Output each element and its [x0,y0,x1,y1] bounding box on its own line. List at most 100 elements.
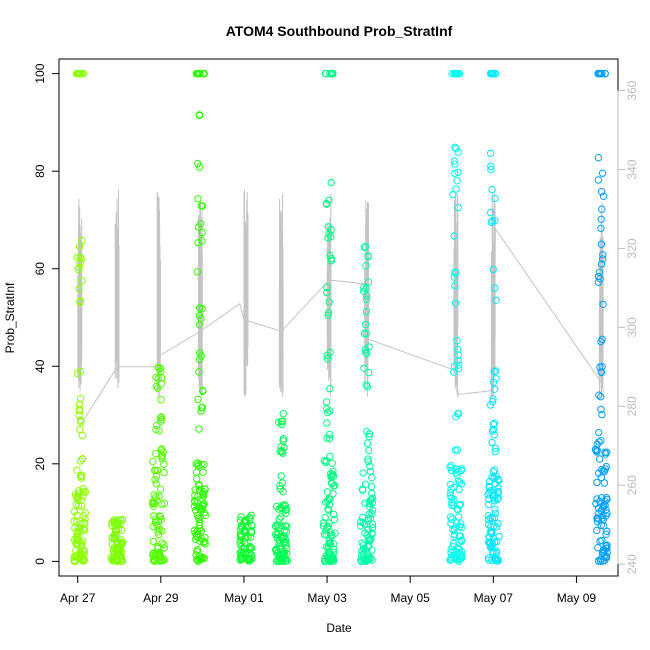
x-tick-label: May 01 [224,591,264,605]
data-point [197,315,205,323]
data-point [246,515,254,523]
data-point [455,478,464,486]
data-point [455,485,463,494]
data-point [454,356,462,365]
data-point [158,539,166,547]
data-point [192,468,201,476]
data-point [322,498,330,506]
data-point [240,528,248,536]
data-point [246,542,254,550]
data-point [453,465,461,473]
data-point [73,533,81,541]
data-point [324,309,333,317]
data-point [323,398,331,406]
data-point [454,409,462,418]
data-point [321,513,329,522]
data-point [199,69,208,78]
data-point [599,511,607,520]
data-point [494,475,502,484]
data-point [323,288,331,297]
data-point [326,251,334,260]
data-point [486,528,495,536]
data-point [450,273,458,281]
data-point [489,534,498,542]
data-point [78,431,87,440]
data-point [326,550,334,558]
data-point [362,330,370,338]
data-point [457,536,466,544]
data-point [490,368,498,376]
data-point [594,510,603,518]
data-point [484,538,493,546]
data-point [194,195,202,203]
data-point [80,550,88,559]
data-point [192,460,201,468]
data-point [151,476,159,484]
data-point [79,555,87,563]
data-point [155,427,163,435]
data-point [361,345,369,354]
data-point [458,523,466,532]
data-point [491,513,499,522]
data-point [457,520,465,528]
data-point [603,448,611,456]
data-point [368,474,376,482]
data-point [322,458,330,467]
data-point [487,162,495,171]
data-point [74,496,82,504]
data-point [77,541,86,549]
data-point [361,499,369,507]
data-point [76,548,84,556]
data-point [194,395,202,404]
data-point [594,272,603,281]
data-point [323,200,331,209]
data-point [598,410,606,419]
data-point [81,526,89,534]
data-point [358,539,366,547]
data-point [446,489,455,497]
data-point [158,455,166,463]
data-point [330,510,338,519]
data-point [195,521,203,530]
data-point [362,349,370,357]
data-point [452,554,460,563]
data-point [489,265,497,274]
data-point [452,144,460,153]
x-tick-label: Apr 29 [143,591,179,605]
y-tick-label: 60 [33,262,47,276]
y-tick-label: 80 [33,164,47,178]
data-point [73,492,81,501]
data-point [365,368,373,377]
data-point [597,215,605,224]
data-point [494,484,502,492]
data-point [77,255,86,263]
data-point [327,472,335,481]
data-point [195,355,204,364]
data-point [597,437,605,445]
data-point [603,527,611,535]
data-point [364,458,372,466]
y-tick-label: 20 [33,457,47,471]
data-point [489,493,497,501]
data-point [149,537,158,546]
data-point [492,367,500,375]
x-tick-label: Apr 27 [60,591,96,605]
data-point [81,515,89,523]
data-point [281,535,290,544]
data-point [191,486,199,494]
x-tick-label: May 09 [557,591,597,605]
data-point [277,513,285,521]
data-point [149,502,158,510]
data-point [326,385,334,393]
data-point [453,177,461,185]
data-point [76,253,84,261]
data-point [365,432,373,441]
secondary-line-burst [77,198,83,392]
data-point [72,500,80,508]
data-point [149,498,157,506]
data-point [494,488,503,497]
data-point [195,482,203,490]
data-point [282,545,291,553]
y2-tick-label: 320 [625,238,639,258]
chart-title: ATOM4 Southbound Prob_StratInf [226,23,453,39]
